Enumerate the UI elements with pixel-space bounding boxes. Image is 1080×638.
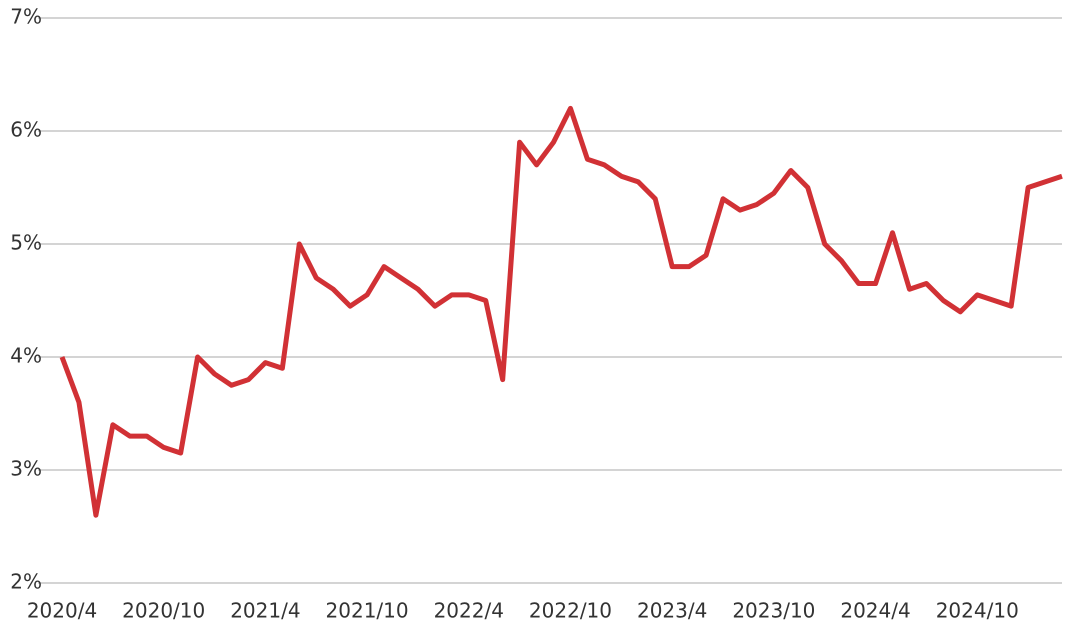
y-tick-label: 2%	[10, 570, 42, 594]
y-tick-label: 4%	[10, 344, 42, 368]
x-tick-label: 2022/10	[529, 599, 612, 623]
x-tick-label: 2023/4	[637, 599, 707, 623]
x-tick-label: 2021/4	[230, 599, 300, 623]
y-tick-label: 5%	[10, 231, 42, 255]
x-tick-label: 2024/4	[840, 599, 910, 623]
x-tick-label: 2024/10	[936, 599, 1019, 623]
x-tick-label: 2023/10	[732, 599, 815, 623]
line-series	[59, 105, 1063, 518]
x-tick-label: 2021/10	[326, 599, 409, 623]
y-tick-label: 6%	[10, 118, 42, 142]
x-tick-label: 2022/4	[434, 599, 504, 623]
x-tick-label: 2020/10	[122, 599, 205, 623]
x-tick-label: 2020/4	[27, 599, 97, 623]
y-tick-label: 3%	[10, 457, 42, 481]
y-tick-label: 7%	[10, 5, 42, 29]
